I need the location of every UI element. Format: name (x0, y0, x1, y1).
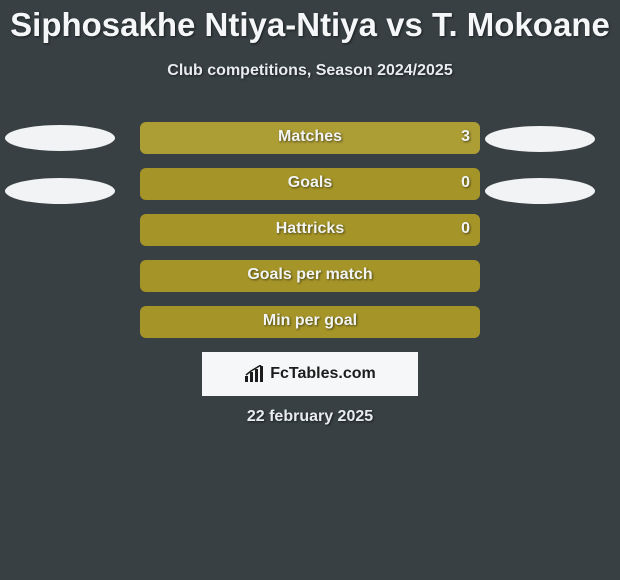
stat-label: Goals per match (140, 266, 480, 284)
comparison-card: Siphosakhe Ntiya-Ntiya vs T. Mokoane Clu… (0, 0, 620, 580)
stat-label: Min per goal (140, 312, 480, 330)
stat-bar: Goals per match (140, 260, 480, 292)
stat-value: 0 (461, 174, 470, 192)
stat-row: Min per goal (0, 306, 620, 338)
stat-label: Hattricks (140, 220, 480, 238)
logo-badge: FcTables.com (202, 352, 418, 396)
stat-row: Goals per match (0, 260, 620, 292)
player-right-marker (485, 126, 595, 152)
player-left-marker (5, 125, 115, 151)
page-subtitle: Club competitions, Season 2024/2025 (0, 62, 620, 80)
stat-bar: Min per goal (140, 306, 480, 338)
stat-bar: Matches3 (140, 122, 480, 154)
logo-text: FcTables.com (270, 365, 376, 383)
stat-bars: Matches3Goals0Hattricks0Goals per matchM… (0, 122, 620, 338)
player-right-marker (485, 178, 595, 204)
stat-row: Hattricks0 (0, 214, 620, 246)
stat-label: Matches (140, 128, 480, 146)
stat-value: 0 (461, 220, 470, 238)
player-left-marker (5, 178, 115, 204)
stat-value: 3 (461, 128, 470, 146)
stat-bar: Goals0 (140, 168, 480, 200)
footer-date: 22 february 2025 (0, 408, 620, 426)
page-title: Siphosakhe Ntiya-Ntiya vs T. Mokoane (0, 6, 620, 44)
stat-label: Goals (140, 174, 480, 192)
stat-bar: Hattricks0 (140, 214, 480, 246)
bars-icon (244, 365, 266, 383)
